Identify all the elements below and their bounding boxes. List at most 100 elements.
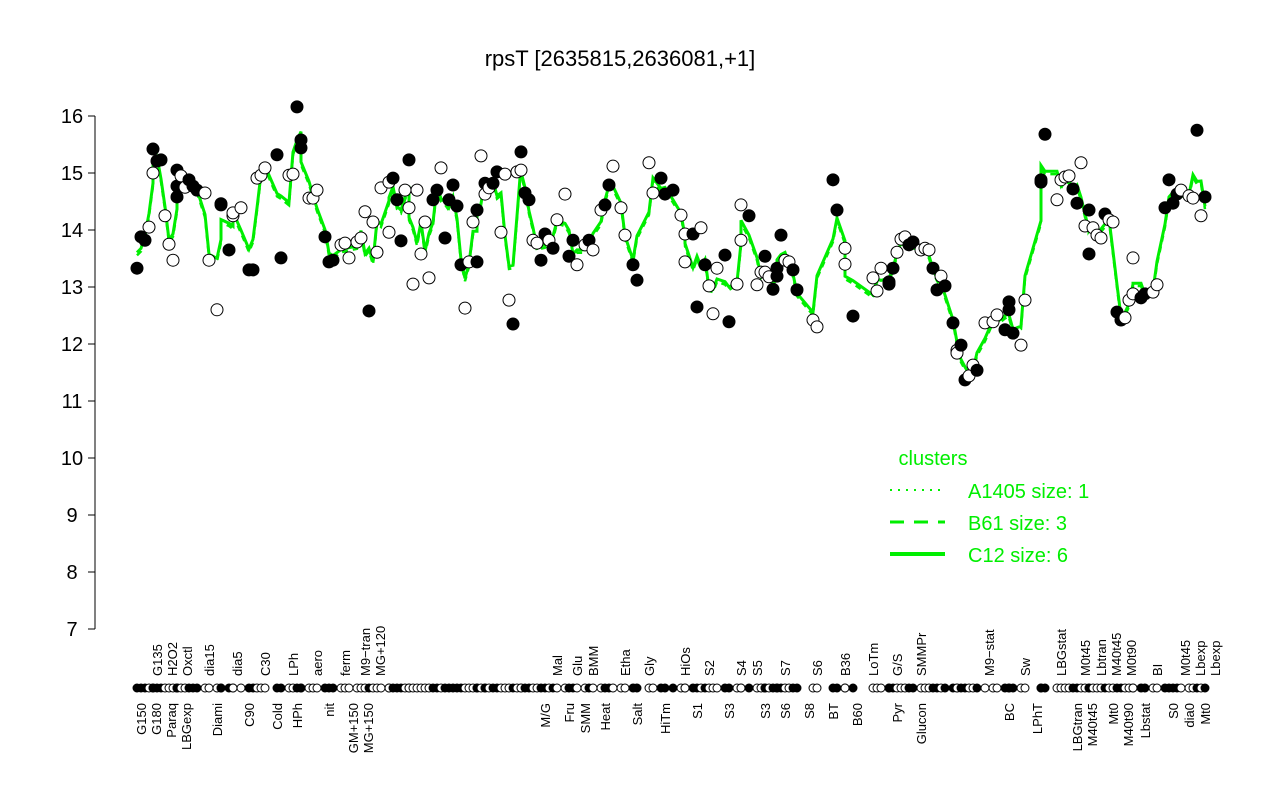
data-point-filled	[562, 249, 576, 263]
x-tick-label: H2O2	[165, 642, 180, 676]
data-point-filled	[514, 145, 528, 159]
rug-mark	[668, 683, 678, 693]
data-point-open	[870, 284, 884, 298]
data-point-open	[1074, 156, 1088, 170]
data-point-open	[210, 303, 224, 317]
data-point-filled	[926, 261, 940, 275]
data-point-filled	[758, 249, 772, 263]
x-tick-label: S1	[690, 703, 705, 719]
rug-mark	[712, 683, 722, 693]
x-tick-label: S7	[778, 660, 793, 676]
x-axis-labels: G135 H2O2 Oxctl dia15 dia5 C30 LPh aero ferm M9−t…	[134, 626, 1223, 753]
data-point-filled	[722, 315, 736, 329]
data-point-open	[162, 237, 176, 251]
x-tick-label: Salt	[630, 703, 645, 726]
x-tick-label: Mal	[550, 655, 565, 676]
data-point-open	[502, 293, 516, 307]
x-tick-label: Paraq	[164, 703, 179, 738]
data-point-open	[990, 308, 1004, 322]
data-point-filled	[362, 304, 376, 318]
x-tick-label: Lbstat	[1138, 703, 1153, 739]
data-point-open	[838, 241, 852, 255]
rug-mark	[1152, 683, 1162, 693]
x-tick-label: BMM	[586, 646, 601, 676]
data-point-open	[354, 231, 368, 245]
data-point-open	[466, 215, 480, 229]
chart-title: rpsT [2635815,2636081,+1]	[485, 46, 756, 71]
data-point-open	[866, 271, 880, 285]
x-tick-label: Heat	[598, 703, 613, 731]
data-point-open	[494, 225, 508, 239]
x-tick-label: Glucon	[914, 703, 929, 744]
legend-title: clusters	[899, 448, 968, 470]
data-point-filled	[698, 258, 712, 272]
rug-mark	[620, 683, 630, 693]
data-point-filled	[1002, 303, 1016, 317]
data-point-open	[406, 277, 420, 291]
x-tick-label: SMM	[578, 703, 593, 733]
x-tick-label: LBGtran	[1070, 703, 1085, 751]
y-tick-label: 16	[61, 106, 83, 128]
rug-mark	[992, 683, 1002, 693]
data-point-open	[498, 167, 512, 181]
data-point-open	[198, 186, 212, 200]
data-point-open	[558, 187, 572, 201]
data-point-filled	[1190, 123, 1204, 137]
data-point-open	[1126, 251, 1140, 265]
x-tick-label: Mt0	[1198, 703, 1213, 725]
rug-mark	[1128, 683, 1138, 693]
x-tick-label: dia15	[202, 644, 217, 676]
data-point-filled	[222, 243, 236, 257]
x-tick-label: C30	[258, 652, 273, 676]
data-point-filled	[386, 171, 400, 185]
rug-mark	[276, 683, 286, 693]
data-point-open	[890, 245, 904, 259]
data-point-filled	[626, 258, 640, 272]
x-tick-label: G/S	[890, 653, 905, 676]
data-point-open	[142, 220, 156, 234]
x-tick-label: Pyr	[890, 702, 905, 722]
x-tick-label: M0t45	[1178, 640, 1193, 676]
rug-mark	[832, 683, 842, 693]
x-tick-label: nit	[322, 703, 337, 717]
data-point-filled	[770, 261, 784, 275]
x-tick-label: Fru	[562, 703, 577, 723]
data-point-filled	[1006, 326, 1020, 340]
x-tick-label: dia5	[230, 651, 245, 676]
legend: clusters A1405 size: 1 B61 size: 3 C12 s…	[890, 448, 1089, 567]
data-point-filled	[906, 235, 920, 249]
data-point-open	[434, 161, 448, 175]
data-point-open	[366, 215, 380, 229]
rug-mark	[1200, 683, 1210, 693]
data-point-open	[338, 236, 352, 250]
data-point-open	[702, 279, 716, 293]
x-tick-label: B36	[838, 653, 853, 676]
rug-mark	[236, 683, 246, 693]
data-point-filled	[598, 198, 612, 212]
data-point-filled	[666, 183, 680, 197]
data-points	[130, 100, 1212, 387]
y-tick-label: 11	[62, 391, 83, 413]
data-point-open	[358, 205, 372, 219]
x-tick-label: S6	[778, 703, 793, 719]
data-point-filled	[602, 178, 616, 192]
data-point-open	[146, 166, 160, 180]
data-point-filled	[954, 338, 968, 352]
data-point-filled	[154, 153, 168, 167]
rug-mark	[1020, 683, 1030, 693]
data-point-filled	[654, 171, 668, 185]
x-tick-label: M/G	[538, 703, 553, 728]
data-point-open	[414, 247, 428, 261]
data-point-filled	[774, 228, 788, 242]
rug-mark	[608, 683, 618, 693]
y-axis: 7 8 9 10 11 12 13 14 15 16	[61, 106, 96, 641]
data-point-filled	[130, 261, 144, 275]
data-point-open	[398, 183, 412, 197]
data-point-open	[1050, 193, 1064, 207]
data-point-open	[514, 163, 528, 177]
data-point-filled	[430, 183, 444, 197]
data-point-open	[1194, 209, 1208, 223]
x-tick-label: Oxctl	[180, 646, 195, 676]
x-tick-label: BT	[826, 703, 841, 720]
data-point-open	[286, 167, 300, 181]
